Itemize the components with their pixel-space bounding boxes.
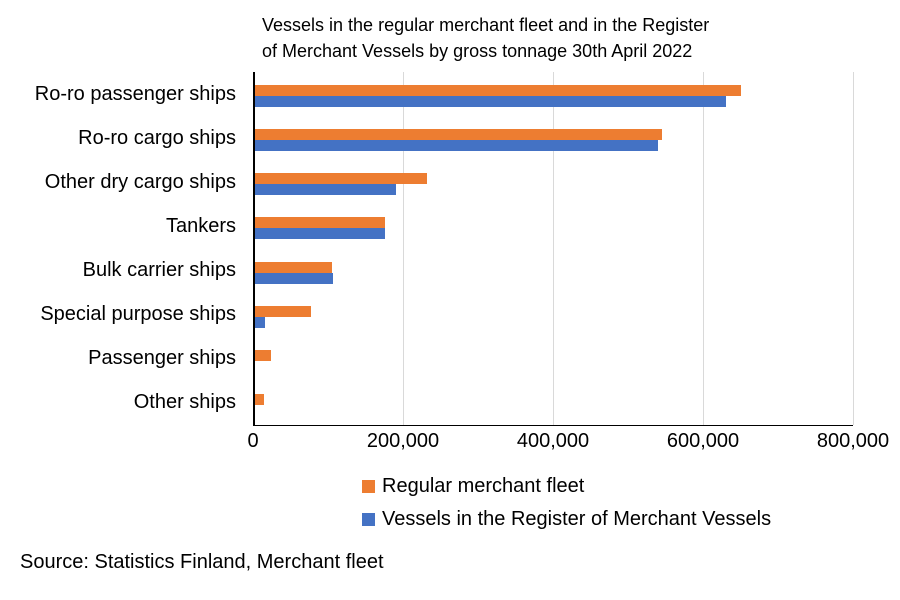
category-label: Ro-ro passenger ships xyxy=(34,82,236,105)
bar-regular-merchant-fleet xyxy=(253,305,311,317)
bar-regular-merchant-fleet xyxy=(253,393,264,405)
bar-group-1 xyxy=(253,72,853,116)
legend-item: Regular merchant fleet xyxy=(362,474,771,498)
bar-register-of-merchant-vessels xyxy=(253,184,396,196)
bar-regular-merchant-fleet xyxy=(253,85,741,96)
bar-group-8 xyxy=(253,381,853,425)
bar-register-of-merchant-vessels xyxy=(253,140,658,152)
chart-title-line1: Vessels in the regular merchant fleet an… xyxy=(262,15,710,35)
x-tick-label: 200,000 xyxy=(366,430,440,452)
category-label: Ro-ro cargo ships xyxy=(78,126,236,149)
chart-title-line2: of Merchant Vessels by gross tonnage 30t… xyxy=(262,41,693,61)
gridline xyxy=(703,72,704,425)
category-label: Bulk carrier ships xyxy=(82,259,236,282)
x-tick-label: 0 xyxy=(247,430,259,452)
bar-group-5 xyxy=(253,249,853,293)
gridline xyxy=(553,72,554,425)
legend-swatch-icon xyxy=(362,512,375,526)
bar-register-of-merchant-vessels xyxy=(253,272,334,284)
x-tick-label: 800,000 xyxy=(816,430,890,452)
category-axis: Ro-ro passenger ships Ro-ro cargo ships Ot… xyxy=(0,72,245,425)
legend-item: Vessels in the Register of Merchant Vess… xyxy=(362,507,771,531)
category-label: Other dry cargo ships xyxy=(44,170,236,193)
category-label: Tankers xyxy=(165,214,236,237)
plot-area xyxy=(253,72,854,426)
legend-swatch-icon xyxy=(362,479,375,493)
bar-regular-merchant-fleet xyxy=(253,217,385,229)
bar-group-6 xyxy=(253,293,853,337)
category-label: Other ships xyxy=(133,391,236,414)
bar-group-2 xyxy=(253,116,853,160)
bar-regular-merchant-fleet xyxy=(253,173,427,185)
category-label: Passenger ships xyxy=(88,347,236,370)
bar-group-4 xyxy=(253,204,853,248)
x-axis-tick-labels: 0 200,000 400,000 600,000 800,000 xyxy=(247,430,889,456)
source-note: Source: Statistics Finland, Merchant fle… xyxy=(20,551,384,573)
legend-label: Vessels in the Register of Merchant Vess… xyxy=(382,507,772,530)
bar-regular-merchant-fleet xyxy=(253,349,271,361)
legend: Regular merchant fleet Vessels in the Reg… xyxy=(362,474,771,531)
gridline xyxy=(853,72,854,425)
y-axis-line xyxy=(253,72,255,425)
chart-title: Vessels in the regular merchant fleet an… xyxy=(262,12,709,64)
x-tick-label: 600,000 xyxy=(666,430,740,452)
bar-regular-merchant-fleet xyxy=(253,261,332,273)
bar-register-of-merchant-vessels xyxy=(253,228,385,240)
x-tick-label: 400,000 xyxy=(516,430,590,452)
bar-register-of-merchant-vessels xyxy=(253,316,265,328)
legend-label: Regular merchant fleet xyxy=(382,474,585,497)
bar-group-7 xyxy=(253,337,853,381)
bar-register-of-merchant-vessels xyxy=(253,96,726,107)
bar-regular-merchant-fleet xyxy=(253,129,662,141)
x-axis-line xyxy=(253,425,853,426)
category-label: Special purpose ships xyxy=(40,303,236,326)
bar-group-3 xyxy=(253,160,853,204)
gridline xyxy=(403,72,404,425)
